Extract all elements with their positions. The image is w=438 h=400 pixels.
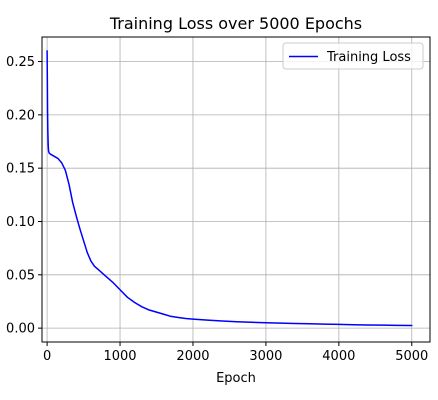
x-tick-label: 1000 [103, 349, 136, 364]
y-tick-label: 0.10 [6, 215, 35, 230]
x-tick-label: 0 [43, 349, 51, 364]
x-tick-label: 3000 [249, 349, 282, 364]
series-layer [46, 50, 413, 327]
legend-box [282, 42, 424, 70]
series-line-training-loss [46, 50, 413, 327]
y-tick-label: 0.20 [6, 108, 35, 123]
x-axis-title: Epoch [216, 371, 256, 386]
chart-title: Training Loss over 5000 Epochs [109, 14, 362, 33]
y-tick-label: 0.15 [6, 162, 35, 177]
y-axis: 0.00 0.05 0.10 0.15 0.20 0.25 [6, 55, 42, 337]
y-tick-label: 0.00 [6, 322, 35, 337]
x-tick-label: 5000 [395, 349, 428, 364]
legend-label-training-loss: Training Loss [326, 50, 411, 65]
x-axis: 0 1000 2000 3000 4000 5000 [43, 342, 428, 364]
plot-frame [41, 36, 431, 343]
x-tick-label: 2000 [176, 349, 209, 364]
y-tick-label: 0.25 [6, 55, 35, 70]
grid [42, 37, 430, 342]
x-tick-label: 4000 [322, 349, 355, 364]
y-tick-label: 0.05 [6, 268, 35, 283]
legend: Training Loss [282, 42, 424, 70]
